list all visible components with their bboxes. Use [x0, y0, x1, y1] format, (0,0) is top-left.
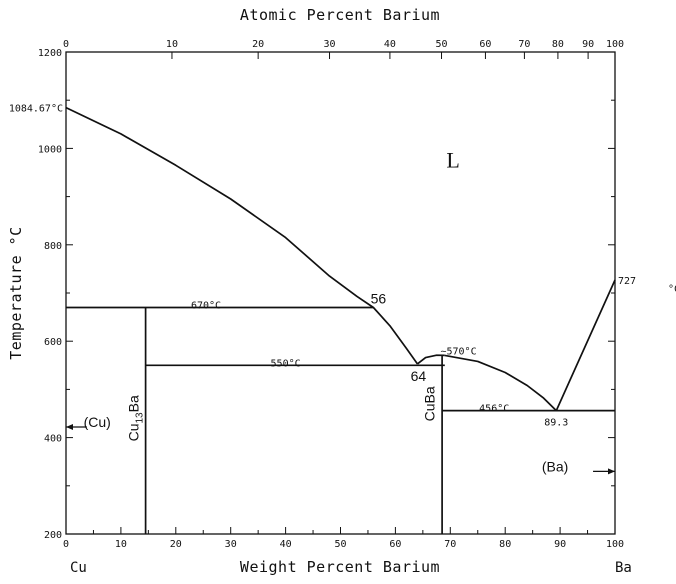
annotation: 456°C — [479, 404, 509, 415]
arrow-head — [608, 468, 615, 475]
top-tick-label: 50 — [435, 39, 447, 50]
y-tick-label: 1000 — [38, 144, 62, 155]
left-end-label: Cu — [70, 560, 87, 576]
y-axis-title: Temperature °C — [7, 226, 25, 359]
top-tick-label: 90 — [582, 39, 594, 50]
top-tick-label: 20 — [252, 39, 264, 50]
annotation: 727 — [618, 276, 636, 287]
phase-boundaries — [65, 106, 616, 534]
phase-label: L — [446, 148, 459, 173]
compound-label: CuBa — [421, 386, 437, 421]
x-tick-label: 80 — [499, 539, 511, 550]
x-tick-label: 30 — [225, 539, 237, 550]
x-axis-title: Weight Percent Barium — [240, 558, 440, 576]
composition-label: 56 — [371, 290, 387, 306]
top-tick-label: 60 — [479, 39, 491, 50]
annotation: ~570°C — [440, 347, 476, 358]
right-end-label: Ba — [615, 560, 632, 576]
top-tick-label: 0 — [63, 39, 69, 50]
liquidus-line — [416, 354, 445, 365]
liquidus-line — [555, 279, 616, 411]
x-tick-label: 60 — [389, 539, 401, 550]
annotation: 670°C — [191, 300, 221, 311]
axis-ticks: 0 10 20 30 40 50 60 70 80 90 100200400600800100012… — [38, 39, 624, 550]
annotation: 1084.67°C — [9, 104, 63, 115]
plot-frame — [65, 51, 616, 535]
top-tick-label: 30 — [323, 39, 335, 50]
annotation: 89.3 — [544, 418, 568, 429]
top-axis-title: Atomic Percent Barium — [240, 6, 440, 24]
liquidus-line — [65, 106, 419, 365]
top-tick-label: 70 — [518, 39, 530, 50]
x-tick-label: 50 — [334, 539, 346, 550]
top-tick-label: 100 — [606, 39, 624, 50]
x-tick-label: 40 — [280, 539, 292, 550]
phase-label: (Cu) — [84, 414, 111, 430]
top-tick-label: 80 — [552, 39, 564, 50]
y-tick-label: 800 — [44, 241, 62, 252]
y-tick-label: 600 — [44, 337, 62, 348]
x-tick-label: 90 — [554, 539, 566, 550]
right-edge-unit: °C — [668, 284, 676, 295]
arrow-head — [66, 423, 73, 430]
x-tick-label: 0 — [63, 539, 69, 550]
top-tick-label: 40 — [384, 39, 396, 50]
chart-labels: 1084.67°C 670°C 550°C ~570°C 456°C 89.3 727 56 6… — [9, 104, 636, 475]
y-tick-label: 200 — [44, 530, 62, 541]
top-tick-label: 10 — [166, 39, 178, 50]
y-tick-label: 1200 — [38, 48, 62, 59]
phase-label: (Ba) — [542, 458, 568, 474]
x-tick-label: 100 — [606, 539, 624, 550]
composition-label: 64 — [411, 368, 427, 384]
x-tick-label: 10 — [115, 539, 127, 550]
compound-label: Cu13Ba — [125, 395, 145, 441]
x-tick-label: 70 — [444, 539, 456, 550]
liquidus-line — [444, 354, 557, 412]
x-tick-label: 20 — [170, 539, 182, 550]
annotation: 550°C — [271, 358, 301, 369]
y-tick-label: 400 — [44, 434, 62, 445]
